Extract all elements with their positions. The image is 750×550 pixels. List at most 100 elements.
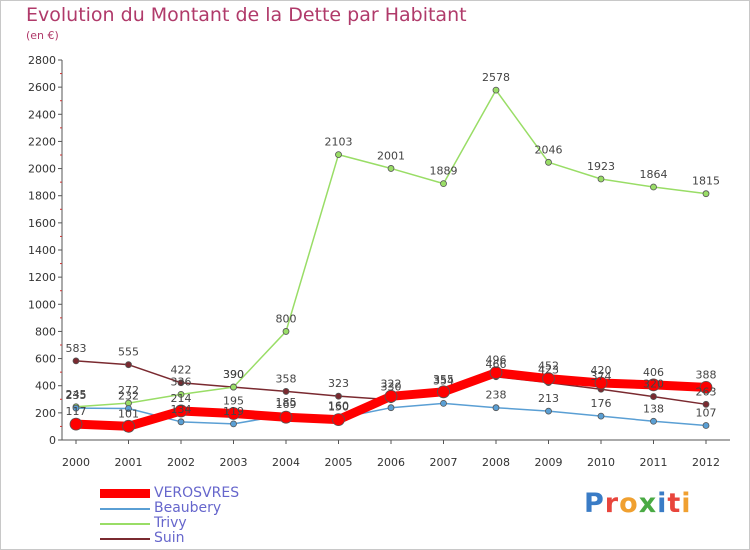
data-point: [437, 385, 450, 399]
data-label: 320: [643, 378, 664, 391]
data-point: [699, 380, 713, 394]
x-tick-label: 2003: [220, 456, 248, 469]
y-tick-label: 2400: [28, 108, 56, 121]
legend-item-beaubery: Beaubery: [100, 501, 221, 516]
data-point: [492, 86, 500, 94]
data-label: 117: [66, 405, 87, 418]
data-label: 583: [66, 342, 87, 355]
x-tick-label: 2009: [535, 456, 563, 469]
data-label: 330: [381, 381, 402, 394]
data-label: 2103: [325, 136, 353, 149]
data-point: [72, 404, 80, 412]
x-tick-label: 2008: [482, 456, 510, 469]
data-label: 423: [538, 364, 559, 377]
data-label: 2001: [377, 149, 405, 162]
y-tick-label: 200: [35, 407, 56, 420]
data-label: 354: [433, 375, 454, 388]
data-label: 272: [118, 384, 139, 397]
data-label: 169: [276, 398, 297, 411]
data-label: 800: [276, 312, 297, 325]
data-point: [177, 390, 185, 398]
logo-letter: r: [604, 488, 620, 519]
data-label: 195: [223, 395, 244, 408]
data-point: [177, 418, 185, 426]
data-point: [387, 404, 395, 412]
data-point: [227, 407, 240, 420]
x-tick-label: 2000: [62, 456, 90, 469]
data-point: [335, 151, 342, 158]
data-label: 245: [66, 388, 87, 401]
data-point: [72, 357, 80, 365]
y-tick-label: 1200: [28, 271, 56, 284]
data-point: [440, 180, 447, 188]
y-tick-label: 800: [35, 325, 56, 338]
data-label: 466: [486, 358, 507, 371]
chart-data-points: [69, 86, 713, 433]
data-label: 263: [696, 385, 717, 398]
data-label: 213: [538, 392, 559, 405]
data-label: 1815: [692, 175, 720, 188]
x-tick-label: 2002: [167, 456, 195, 469]
data-point: [230, 383, 237, 391]
data-point: [282, 388, 290, 395]
chart-axes: 0 200 400 600 800 1000 1200 1400 1600 1800 2000 220…: [28, 54, 730, 469]
data-point: [122, 419, 135, 433]
data-point: [387, 165, 395, 172]
data-label: 238: [486, 389, 507, 402]
data-label: 214: [171, 392, 192, 405]
data-point: [174, 404, 188, 418]
chart-title: Evolution du Montant de la Dette par Hab…: [26, 4, 467, 26]
legend-label: Suin: [154, 530, 185, 546]
x-tick-label: 2005: [325, 456, 353, 469]
y-tick-label: 1800: [28, 190, 56, 203]
data-point: [440, 399, 447, 407]
legend-label: VEROSVRES: [154, 485, 240, 501]
data-point: [702, 190, 710, 198]
data-label: 160: [328, 399, 349, 412]
data-label: 1923: [587, 160, 615, 173]
legend-item-verosvres: VEROSVRES: [100, 486, 239, 501]
y-tick-label: 0: [49, 434, 56, 447]
x-tick-label: 2004: [272, 456, 300, 469]
logo-letter: x: [638, 488, 658, 519]
data-point: [597, 412, 605, 420]
data-label: 406: [643, 366, 664, 379]
data-point: [542, 372, 555, 386]
data-point: [69, 417, 83, 431]
y-tick-label: 2800: [28, 54, 56, 67]
data-label: 452: [538, 360, 559, 373]
data-label: 235: [66, 389, 87, 402]
data-label: 322: [381, 377, 402, 390]
data-point: [702, 422, 710, 429]
data-label: 134: [171, 403, 192, 416]
y-tick-label: 400: [35, 380, 56, 393]
data-point: [332, 413, 345, 427]
y-tick-label: 2600: [28, 81, 56, 94]
data-point: [279, 410, 293, 424]
data-label: 101: [118, 407, 139, 420]
data-label: 150: [328, 401, 349, 414]
data-label: 2578: [482, 71, 510, 84]
chart-subtitle: (en €): [26, 29, 59, 42]
data-label: 176: [591, 397, 612, 410]
y-tick-label: 1400: [28, 244, 56, 257]
series-line-trivy: [75, 89, 707, 408]
data-point: [125, 405, 132, 412]
data-label: 422: [171, 364, 192, 377]
data-label: 1889: [430, 165, 458, 178]
data-point: [594, 376, 608, 390]
data-point: [597, 175, 605, 183]
logo-letter: o: [619, 488, 639, 519]
data-label: 496: [486, 354, 507, 367]
legend-swatch: [100, 507, 150, 510]
data-point: [489, 366, 503, 380]
x-tick-label: 2011: [640, 456, 668, 469]
data-point: [647, 378, 660, 392]
data-label: 336: [171, 375, 192, 388]
logo-letter: t: [667, 488, 682, 519]
proxiti-logo: Proxiti: [584, 488, 692, 519]
data-label: 1864: [640, 168, 668, 181]
legend-swatch: [100, 537, 150, 540]
data-point: [702, 400, 710, 408]
